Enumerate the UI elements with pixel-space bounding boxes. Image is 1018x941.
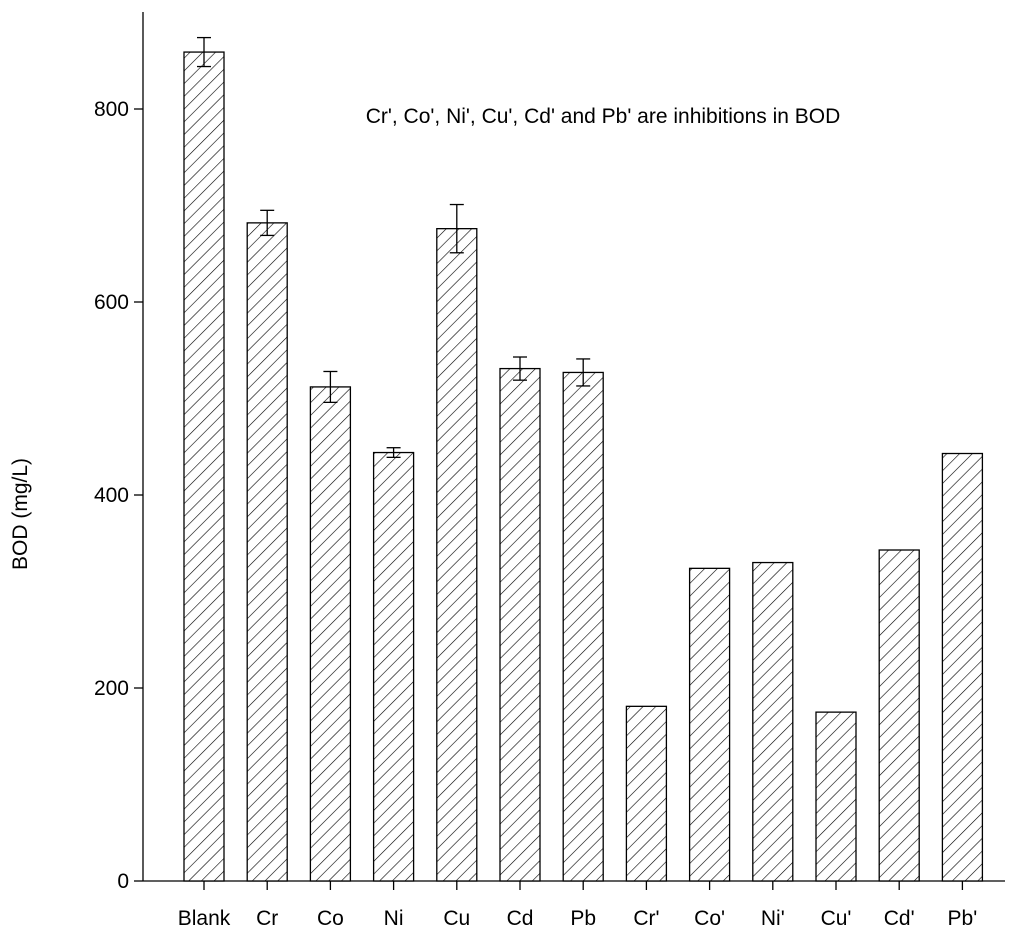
y-axis-title: BOD (mg/L) bbox=[9, 458, 32, 570]
x-tick-label-Pb: Pb bbox=[570, 907, 596, 930]
bar-Cu' bbox=[815, 711, 857, 882]
x-tick-label-Cd: Cd bbox=[507, 907, 534, 930]
bar-Pb' bbox=[941, 452, 984, 882]
bar-Ni' bbox=[752, 561, 794, 882]
y-tick-label-600: 600 bbox=[94, 291, 129, 314]
bar-Ni bbox=[372, 451, 415, 882]
x-tick-label-Co: Co bbox=[317, 907, 344, 930]
bar-Cr' bbox=[625, 705, 668, 882]
error-bars bbox=[197, 36, 591, 459]
y-tick-label-200: 200 bbox=[94, 677, 129, 700]
x-tick-label-Co': Co' bbox=[694, 907, 725, 930]
x-tick-label-Cd': Cd' bbox=[884, 907, 915, 930]
x-tick-label-Cr': Cr' bbox=[633, 907, 659, 930]
bar-Pb bbox=[562, 371, 604, 882]
bars bbox=[183, 51, 984, 882]
bar-Cu bbox=[436, 228, 478, 882]
x-tick-label-Cu: Cu bbox=[443, 907, 470, 930]
bar-Co bbox=[309, 386, 352, 882]
x-tick-label-Ni': Ni' bbox=[761, 907, 785, 930]
bar-Co' bbox=[688, 567, 731, 882]
x-tick-label-Cu': Cu' bbox=[821, 907, 852, 930]
bar-Cd bbox=[499, 367, 541, 882]
bar-Cd' bbox=[878, 549, 920, 882]
chart-annotation: Cr', Co', Ni', Cu', Cd' and Pb' are inhi… bbox=[366, 105, 841, 128]
y-tick-label-400: 400 bbox=[94, 484, 129, 507]
tick-labels: 0 200 400 600 800 Blank Cr Co Ni Cu Cd Pb Cr' Co' Ni' C… bbox=[94, 98, 977, 930]
x-tick-label-Cr: Cr bbox=[256, 907, 278, 930]
x-tick-label-Pb': Pb' bbox=[948, 907, 978, 930]
bar-Blank bbox=[183, 51, 225, 882]
y-tick-label-800: 800 bbox=[94, 98, 129, 121]
bar-Cr bbox=[246, 222, 288, 882]
y-tick-label-0: 0 bbox=[117, 870, 129, 893]
x-tick-label-Blank: Blank bbox=[178, 907, 231, 930]
x-tick-label-Ni: Ni bbox=[384, 907, 404, 930]
